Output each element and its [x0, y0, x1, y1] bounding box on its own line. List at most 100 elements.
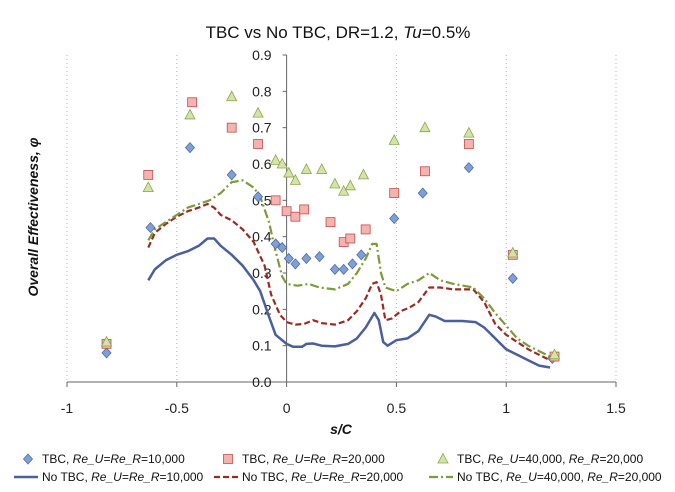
legend-label-5-part-4: =20,000: [618, 470, 662, 484]
series-2-point-11: [329, 177, 341, 189]
x-tick-label-1: -0.5: [165, 400, 189, 416]
series-3: [147, 237, 551, 369]
series-1-point-3: [226, 122, 237, 133]
tick-labels: -1 -0.5 0 0.5 1 1.50.00.10.20.30.40.50.60.70.…: [61, 47, 626, 416]
series-0-point-1: [145, 221, 156, 234]
x-tick-label-0: -1: [61, 400, 74, 416]
legend-label-4-part-1: Re_U=Re_R: [291, 470, 360, 484]
legend-label-5-part-1: Re_U: [506, 470, 537, 484]
series-line-4: [147, 202, 551, 362]
series-2-point-14: [357, 168, 370, 180]
series-0-point-18: [507, 272, 518, 285]
legend-label-0-part-1: Re_U=Re_R: [73, 452, 142, 466]
legend-label-1-part-2: =20,000: [341, 452, 385, 466]
series-1-point-7: [290, 211, 301, 222]
series-1-point-4: [253, 139, 263, 149]
series-line-5: [147, 179, 551, 358]
legend-label-0-part-2: =10,000: [141, 452, 185, 466]
series-0-point-4: [253, 191, 264, 203]
legend-label-2-part-3: Re_R: [569, 452, 600, 466]
legend-label-5-part-3: Re_R: [587, 470, 618, 484]
series-2-point-19: [548, 348, 561, 360]
legend-marker-0: [22, 453, 34, 465]
legend-label-4-part-0: No TBC,: [242, 470, 291, 484]
series-2-point-3: [226, 90, 238, 102]
chart-title: TBC vs No TBC, DR=1.2, Tu=0.5%: [206, 23, 471, 42]
series-0-point-12: [338, 263, 349, 275]
series-2-point-8: [289, 173, 302, 185]
y-tick-label-0: 0.0: [252, 374, 272, 390]
series-0-point-14: [356, 249, 367, 261]
legend-label-3-part-1: Re_U=Re_R: [91, 470, 160, 484]
y-tick-label-8: 0.8: [252, 83, 272, 99]
legend-label-2-part-1: Re_U: [488, 452, 519, 466]
legend-label-2-part-0: TBC,: [457, 452, 488, 466]
y-tick-label-7: 0.7: [252, 120, 272, 136]
legend: TBC, Re_U=Re_R=10,000 TBC, Re_U=Re_R=20,0…: [14, 452, 662, 484]
series-2-point-17: [463, 126, 475, 138]
series-2-point-6: [276, 157, 288, 169]
series-0-point-16: [417, 187, 428, 199]
series-1-point-12: [360, 224, 371, 235]
series-2-point-5: [269, 154, 282, 165]
series-0-point-15: [389, 212, 400, 225]
chart-title-prefix: TBC vs No TBC, DR=1.2,: [206, 23, 404, 42]
series-1-point-8: [299, 204, 310, 215]
axes: [66, 54, 617, 387]
legend-item-4: No TBC, Re_U=Re_R=20,000: [214, 470, 404, 484]
series-2-point-1: [142, 181, 154, 193]
series-1-point-9: [325, 217, 336, 228]
series-2: [100, 90, 561, 360]
legend-label-0: TBC, Re_U=Re_R=10,000: [42, 452, 185, 466]
series-0-point-0: [101, 347, 112, 359]
chart-title-tu: Tu: [403, 23, 422, 42]
y-tick-label-9: 0.9: [252, 47, 272, 63]
series-2-point-4: [252, 106, 264, 118]
legend-label-2-part-2: =40,000,: [518, 452, 568, 466]
legend-label-1-part-1: Re_U=Re_R: [273, 452, 342, 466]
series-5: [147, 179, 551, 358]
x-tick-label-5: 1.5: [606, 400, 626, 416]
series-0-point-5: [270, 238, 281, 250]
legend-marker-1: [223, 454, 233, 464]
series-2-point-10: [316, 163, 328, 174]
legend-item-5: No TBC, Re_U=40,000, Re_R=20,000: [429, 470, 662, 484]
series-2-point-9: [300, 163, 313, 174]
legend-label-5-part-2: =40,000,: [537, 470, 587, 484]
legend-label-1: TBC, Re_U=Re_R=20,000: [242, 452, 385, 466]
x-tick-label-4: 1: [502, 400, 510, 416]
series-0-point-17: [463, 162, 474, 174]
series-line-3: [147, 237, 551, 369]
chart-title-tu-value: =0.5%: [422, 23, 471, 42]
x-axis-label: s/C: [330, 421, 353, 437]
y-tick-label-1: 0.1: [252, 338, 272, 354]
legend-marker-2: [437, 452, 449, 464]
legend-item-3: No TBC, Re_U=Re_R=10,000: [14, 470, 204, 484]
series-0-point-11: [329, 263, 340, 275]
y-tick-label-6: 0.6: [252, 156, 272, 172]
series-0-point-6: [277, 241, 288, 254]
series-0-point-2: [184, 142, 196, 154]
y-axis-label: Overall Effectiveness, φ: [25, 137, 41, 296]
series-2-point-12: [338, 184, 350, 196]
series: [100, 90, 561, 369]
series-4: [147, 202, 551, 362]
series-2-point-15: [388, 134, 400, 145]
y-tick-label-3: 0.3: [252, 265, 272, 281]
series-0-point-3: [226, 169, 237, 181]
grid: [66, 55, 617, 382]
legend-label-3: No TBC, Re_U=Re_R=10,000: [42, 470, 204, 484]
series-0-point-9: [301, 252, 312, 265]
x-tick-label-3: 0.5: [387, 400, 407, 416]
legend-label-3-part-0: No TBC,: [42, 470, 91, 484]
legend-item-0: TBC, Re_U=Re_R=10,000: [22, 452, 185, 466]
y-tick-label-4: 0.4: [252, 229, 272, 245]
legend-label-0-part-0: TBC,: [42, 452, 73, 466]
legend-label-2-part-4: =20,000: [599, 452, 643, 466]
series-1-point-2: [187, 97, 198, 108]
series-2-point-7: [283, 166, 295, 178]
series-1-point-1: [143, 169, 154, 180]
series-0-point-13: [347, 258, 358, 270]
